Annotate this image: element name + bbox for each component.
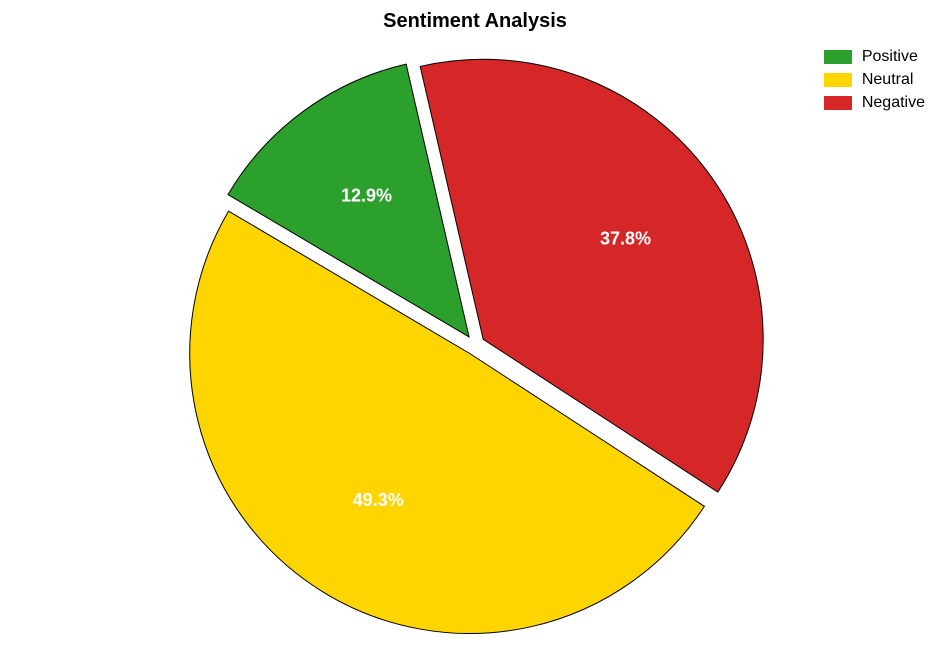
- chart-container: Sentiment Analysis 37.8% 49.3% 12.9% Posit…: [0, 0, 950, 662]
- pie-label-negative: 37.8%: [600, 229, 651, 249]
- pie-label-positive: 12.9%: [341, 186, 392, 206]
- legend-label-neutral: Neutral: [862, 71, 914, 89]
- legend: Positive Neutral Negative: [824, 48, 925, 117]
- legend-swatch-negative: [824, 96, 852, 110]
- legend-item-positive: Positive: [824, 48, 925, 66]
- legend-item-negative: Negative: [824, 94, 925, 112]
- legend-label-negative: Negative: [862, 94, 925, 112]
- legend-label-positive: Positive: [862, 48, 918, 66]
- pie-chart: 37.8% 49.3% 12.9%: [150, 50, 800, 650]
- legend-swatch-neutral: [824, 73, 852, 87]
- chart-title: Sentiment Analysis: [0, 10, 950, 33]
- legend-swatch-positive: [824, 50, 852, 64]
- pie-label-neutral: 49.3%: [353, 490, 404, 510]
- legend-item-neutral: Neutral: [824, 71, 925, 89]
